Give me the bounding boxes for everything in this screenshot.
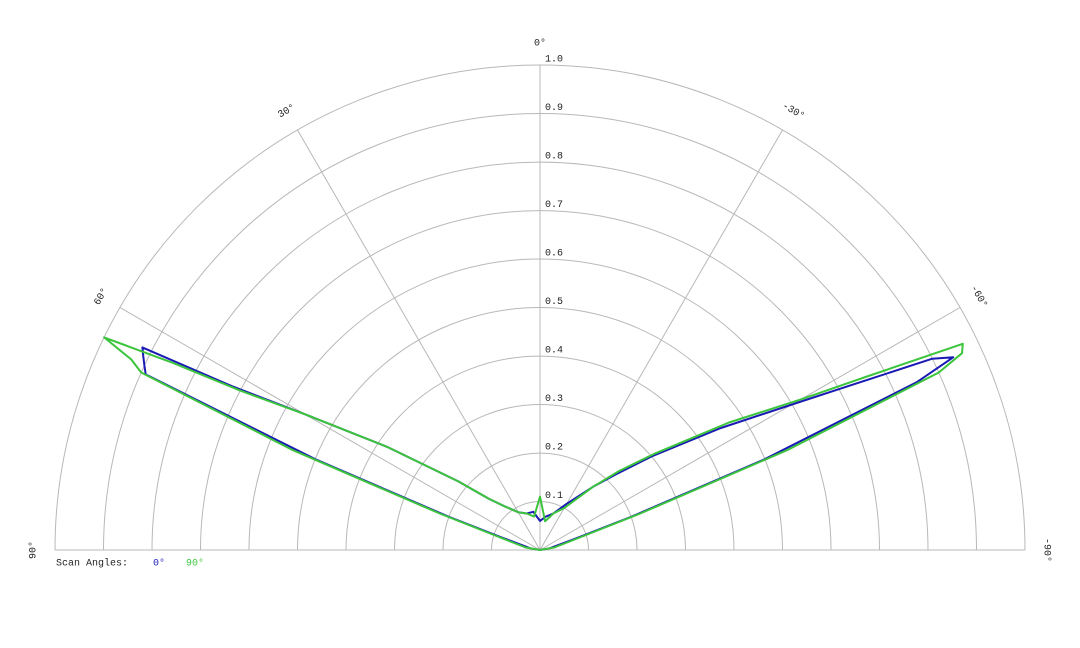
r-tick-label: 0.5 [545, 297, 563, 308]
angle-tick-label: -30° [780, 100, 807, 122]
angle-tick-label: -90° [1040, 538, 1052, 562]
grid-spoke [119, 307, 541, 551]
angle-tick-label: 90° [28, 541, 40, 559]
r-tick-label: 1.0 [545, 55, 563, 66]
series-line [103, 336, 964, 551]
angle-tick-label: 0° [534, 38, 546, 50]
angle-tick-label: 60° [92, 286, 111, 308]
r-tick-label: 0.6 [545, 249, 563, 260]
series-line [141, 346, 955, 551]
legend-entry: 0° [153, 558, 165, 570]
r-tick-label: 0.4 [545, 346, 563, 357]
r-tick-label: 0.7 [545, 200, 563, 211]
r-tick-label: 0.9 [545, 103, 563, 114]
legend-title: Scan Angles: [56, 558, 128, 570]
r-tick-label: 0.3 [545, 394, 563, 405]
r-tick-label: 0.8 [545, 152, 563, 163]
grid-spoke [297, 129, 541, 551]
r-tick-label: 0.2 [545, 443, 563, 454]
angle-tick-label: -60° [967, 283, 989, 310]
r-tick-label: 0.1 [545, 491, 563, 502]
grid-spoke [539, 307, 961, 551]
angle-tick-label: 30° [276, 102, 298, 121]
grid-spoke [539, 129, 783, 551]
legend-entry: 90° [186, 558, 204, 570]
